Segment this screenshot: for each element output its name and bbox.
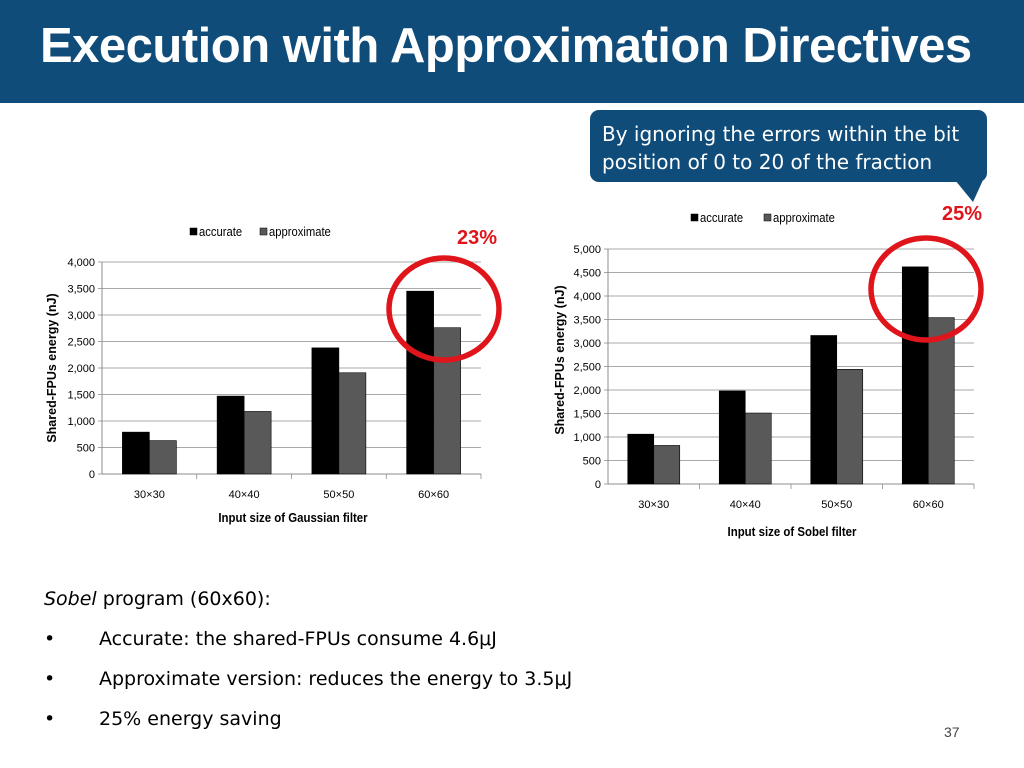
bar-approximate — [653, 445, 681, 485]
y-tick-label: 4,000 — [573, 291, 601, 303]
y-tick-label: 0 — [595, 479, 601, 491]
y-tick-label: 2,000 — [573, 385, 601, 397]
page-number: 37 — [944, 724, 960, 740]
program-rest: program (60x60): — [96, 588, 271, 610]
y-tick-label: 1,500 — [67, 390, 95, 402]
x-axis-title: Input size of Sobel filter — [728, 524, 857, 539]
bar-approximate — [836, 369, 864, 485]
y-tick-label: 1,000 — [67, 416, 95, 428]
y-tick-label: 4,000 — [67, 257, 95, 269]
y-axis-title: Shared-FPUs energy (nJ) — [45, 293, 59, 442]
legend-swatch-approximate — [763, 213, 772, 222]
bar-accurate — [718, 390, 746, 485]
bar-approximate — [243, 411, 272, 475]
y-tick-label: 0 — [89, 469, 95, 481]
x-tick-label: 40×40 — [229, 489, 260, 501]
y-tick-label: 3,500 — [573, 315, 601, 327]
saving-annotation: 23% — [457, 227, 497, 249]
bullet-text: Approximate version: reduces the energy … — [99, 668, 573, 690]
y-tick-label: 500 — [583, 456, 601, 468]
x-tick-label: 30×30 — [134, 489, 165, 501]
y-tick-label: 2,500 — [67, 337, 95, 349]
y-tick-label: 1,000 — [573, 432, 601, 444]
bar-accurate — [810, 335, 838, 485]
bar-approximate — [433, 327, 461, 475]
highlight-circle — [868, 235, 984, 343]
legend-swatch-accurate — [189, 227, 198, 236]
x-tick-label: 40×40 — [730, 499, 761, 511]
program-heading: Sobel program (60x60): — [44, 585, 572, 625]
legend-label-accurate: accurate — [700, 210, 743, 225]
sobel-chart: 0 500 1,000 1,500 2,000 2,500 3,000 3,500 4,000 4… — [553, 203, 984, 539]
y-tick-label: 3,500 — [67, 284, 95, 296]
bullet-dot: • — [44, 708, 56, 730]
bullet-text: Accurate: the shared-FPUs consume 4.6μJ — [99, 628, 497, 650]
gaussian-chart: 0 500 1,000 1,500 2,000 2,500 3,000 3,500 4,000 3… — [45, 224, 502, 525]
x-tick-label: 50×50 — [821, 499, 852, 511]
sobel-word: Sobel — [44, 588, 97, 610]
bar-approximate — [338, 372, 367, 475]
bar-approximate — [744, 412, 772, 485]
bullet-item: • Approximate version: reduces the energy… — [44, 665, 572, 705]
bullet-dot: • — [44, 668, 56, 690]
bullet-item: • 25% energy saving — [44, 705, 572, 745]
legend-label-approximate: approximate — [269, 224, 331, 239]
x-tick-label: 60×60 — [913, 499, 944, 511]
y-tick-label: 3,000 — [573, 338, 601, 350]
y-tick-label: 2,500 — [573, 362, 601, 374]
legend-label-approximate: approximate — [773, 210, 835, 225]
bar-accurate — [901, 266, 929, 485]
x-tick-label: 30×30 — [638, 499, 669, 511]
x-tick-label: 50×50 — [323, 489, 354, 501]
y-tick-label: 500 — [77, 443, 95, 455]
y-axis-title: Shared-FPUs energy (nJ) — [553, 285, 567, 434]
bar-accurate — [627, 433, 655, 485]
bullet-text: 25% energy saving — [99, 708, 282, 730]
y-tick-label: 1,500 — [573, 409, 601, 421]
y-tick-label: 2,000 — [67, 363, 95, 375]
bullet-dot: • — [44, 628, 56, 650]
bullet-item: • Accurate: the shared-FPUs consume 4.6μJ — [44, 625, 572, 665]
slide-title: Execution with Approximation Directives — [40, 19, 972, 73]
legend-swatch-accurate — [690, 213, 699, 222]
bar-accurate — [311, 347, 340, 475]
legend-label-accurate: accurate — [199, 224, 242, 239]
callout-tail — [955, 180, 983, 202]
y-tick-label: 5,000 — [573, 244, 601, 256]
callout-box: By ignoring the errors within the bit po… — [590, 110, 987, 182]
bar-accurate — [406, 290, 434, 475]
bar-approximate — [927, 317, 955, 485]
bullet-list: Sobel program (60x60): • Accurate: the sh… — [44, 585, 572, 745]
x-tick-label: 60×60 — [418, 489, 449, 501]
y-tick-label: 3,000 — [67, 310, 95, 322]
bar-accurate — [216, 395, 245, 475]
bar-approximate — [149, 440, 177, 475]
bar-accurate — [122, 431, 150, 475]
y-tick-label: 4,500 — [573, 268, 601, 280]
legend-swatch-approximate — [259, 227, 268, 236]
x-axis-title: Input size of Gaussian filter — [218, 510, 367, 525]
saving-annotation: 25% — [942, 203, 982, 225]
highlight-circle — [386, 255, 502, 363]
title-bar: Execution with Approximation Directives — [0, 0, 1024, 103]
